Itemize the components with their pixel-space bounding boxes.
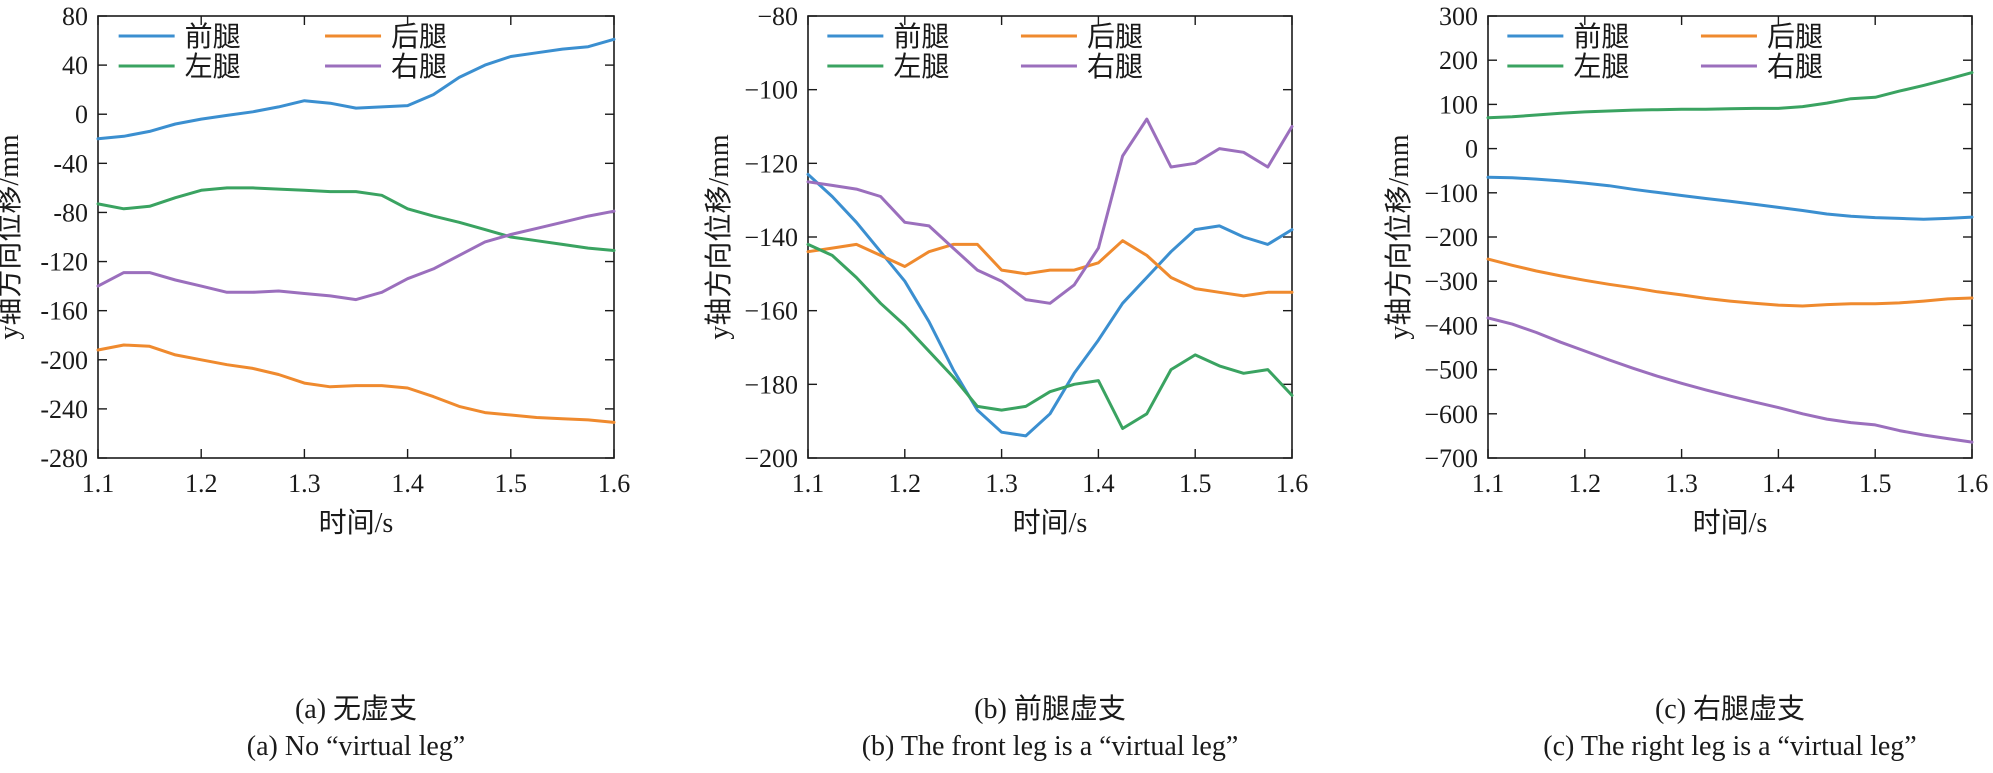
y-tick-label: 0 bbox=[1465, 135, 1478, 164]
y-tick-label: −200 bbox=[1424, 223, 1478, 252]
y-axis-label: y轴方向位移/mm bbox=[0, 134, 25, 340]
x-axis-label: 时间/s bbox=[1693, 507, 1768, 539]
y-tick-label: -120 bbox=[40, 248, 88, 277]
series-line-2 bbox=[96, 343, 616, 424]
y-tick-label: -200 bbox=[40, 346, 88, 375]
y-tick-label: -240 bbox=[40, 395, 88, 424]
x-tick-label: 1.2 bbox=[185, 469, 218, 498]
y-tick-label: −500 bbox=[1424, 356, 1478, 385]
legend-label: 后腿 bbox=[1767, 21, 1823, 53]
legend-label: 右腿 bbox=[1767, 51, 1823, 83]
x-tick-label: 1.4 bbox=[1762, 469, 1795, 498]
y-tick-label: −80 bbox=[757, 2, 798, 31]
y-tick-label: -280 bbox=[40, 444, 88, 473]
legend-label: 前腿 bbox=[1573, 21, 1629, 53]
y-tick-label: 300 bbox=[1439, 2, 1478, 31]
panel-a: 1.1 1.2 1.3 1.4 1.5 1.6 80 40 0 -40 -80 -120 -160 -20… bbox=[0, 2, 630, 762]
x-tick-label: 1.1 bbox=[82, 469, 115, 498]
y-tick-label: −100 bbox=[1424, 179, 1478, 208]
caption-en: (c) The right leg is a “virtual leg” bbox=[1543, 731, 1916, 762]
series-line-4 bbox=[96, 209, 616, 302]
y-tick-label: 80 bbox=[62, 2, 88, 31]
x-tick-label: 1.6 bbox=[1276, 469, 1309, 498]
legend-label: 左腿 bbox=[185, 51, 241, 83]
x-tick-label: 1.1 bbox=[792, 469, 825, 498]
series-line-1 bbox=[806, 172, 1294, 438]
series-line-1 bbox=[1486, 175, 1974, 221]
series-line-2 bbox=[1486, 257, 1974, 308]
y-tick-label: −700 bbox=[1424, 444, 1478, 473]
x-tick-label: 1.5 bbox=[1179, 469, 1212, 498]
y-axis-label: y轴方向位移/mm bbox=[703, 134, 735, 340]
y-tick-label: -80 bbox=[53, 198, 88, 227]
caption-cn: (b) 前腿虚支 bbox=[974, 693, 1126, 725]
y-tick-label: −400 bbox=[1424, 311, 1478, 340]
series-line-3 bbox=[96, 186, 616, 252]
x-tick-label: 1.3 bbox=[985, 469, 1018, 498]
series-line-4 bbox=[806, 117, 1294, 305]
y-axis-label: y轴方向位移/mm bbox=[1383, 134, 1415, 340]
x-tick-label: 1.5 bbox=[1859, 469, 1892, 498]
panel-c: 1.1 1.2 1.3 1.4 1.5 1.6 300 200 100 0 −100 −200 −300… bbox=[1383, 2, 1988, 762]
series-line-3 bbox=[806, 242, 1294, 430]
y-tick-label: −180 bbox=[744, 370, 798, 399]
series-line-4 bbox=[1486, 316, 1974, 444]
legend-label: 前腿 bbox=[893, 21, 949, 53]
series-line-3 bbox=[1486, 71, 1974, 120]
caption-cn: (c) 右腿虚支 bbox=[1655, 693, 1805, 725]
panel-b: 1.1 1.2 1.3 1.4 1.5 1.6 −80 −100 −120 −140 −160 −18… bbox=[703, 2, 1308, 762]
caption-en: (a) No “virtual leg” bbox=[247, 731, 465, 762]
y-tick-label: −600 bbox=[1424, 400, 1478, 429]
y-tick-label: −140 bbox=[744, 223, 798, 252]
y-tick-label: -40 bbox=[53, 149, 88, 178]
legend-label: 后腿 bbox=[391, 21, 447, 53]
y-tick-label: 100 bbox=[1439, 90, 1478, 119]
y-tick-label: -160 bbox=[40, 297, 88, 326]
plot-frame bbox=[97, 15, 615, 459]
x-tick-label: 1.3 bbox=[1665, 469, 1698, 498]
x-tick-label: 1.4 bbox=[1082, 469, 1115, 498]
x-tick-label: 1.2 bbox=[1569, 469, 1602, 498]
caption-cn: (a) 无虚支 bbox=[295, 693, 417, 725]
y-tick-label: −100 bbox=[744, 76, 798, 105]
legend-label: 前腿 bbox=[185, 21, 241, 53]
legend-label: 后腿 bbox=[1087, 21, 1143, 53]
plot-frame bbox=[1487, 15, 1973, 459]
legend-label: 左腿 bbox=[1573, 51, 1629, 83]
x-tick-label: 1.1 bbox=[1472, 469, 1505, 498]
legend-label: 左腿 bbox=[893, 51, 949, 83]
y-tick-label: −120 bbox=[744, 149, 798, 178]
y-tick-label: 0 bbox=[75, 100, 88, 129]
x-axis-label: 时间/s bbox=[319, 507, 394, 539]
x-tick-label: 1.6 bbox=[1956, 469, 1989, 498]
caption-en: (b) The front leg is a “virtual leg” bbox=[862, 731, 1239, 762]
x-tick-label: 1.6 bbox=[598, 469, 631, 498]
y-tick-label: −200 bbox=[744, 444, 798, 473]
x-tick-label: 1.3 bbox=[288, 469, 321, 498]
x-tick-label: 1.5 bbox=[495, 469, 528, 498]
x-axis-label: 时间/s bbox=[1013, 507, 1088, 539]
y-tick-label: 40 bbox=[62, 51, 88, 80]
y-tick-label: 200 bbox=[1439, 46, 1478, 75]
x-tick-label: 1.2 bbox=[889, 469, 922, 498]
x-tick-label: 1.4 bbox=[391, 469, 424, 498]
legend-label: 右腿 bbox=[391, 51, 447, 83]
legend-label: 右腿 bbox=[1087, 51, 1143, 83]
y-tick-label: −300 bbox=[1424, 267, 1478, 296]
series-line-2 bbox=[806, 239, 1294, 298]
series-line-1 bbox=[96, 37, 616, 141]
y-tick-label: −160 bbox=[744, 297, 798, 326]
